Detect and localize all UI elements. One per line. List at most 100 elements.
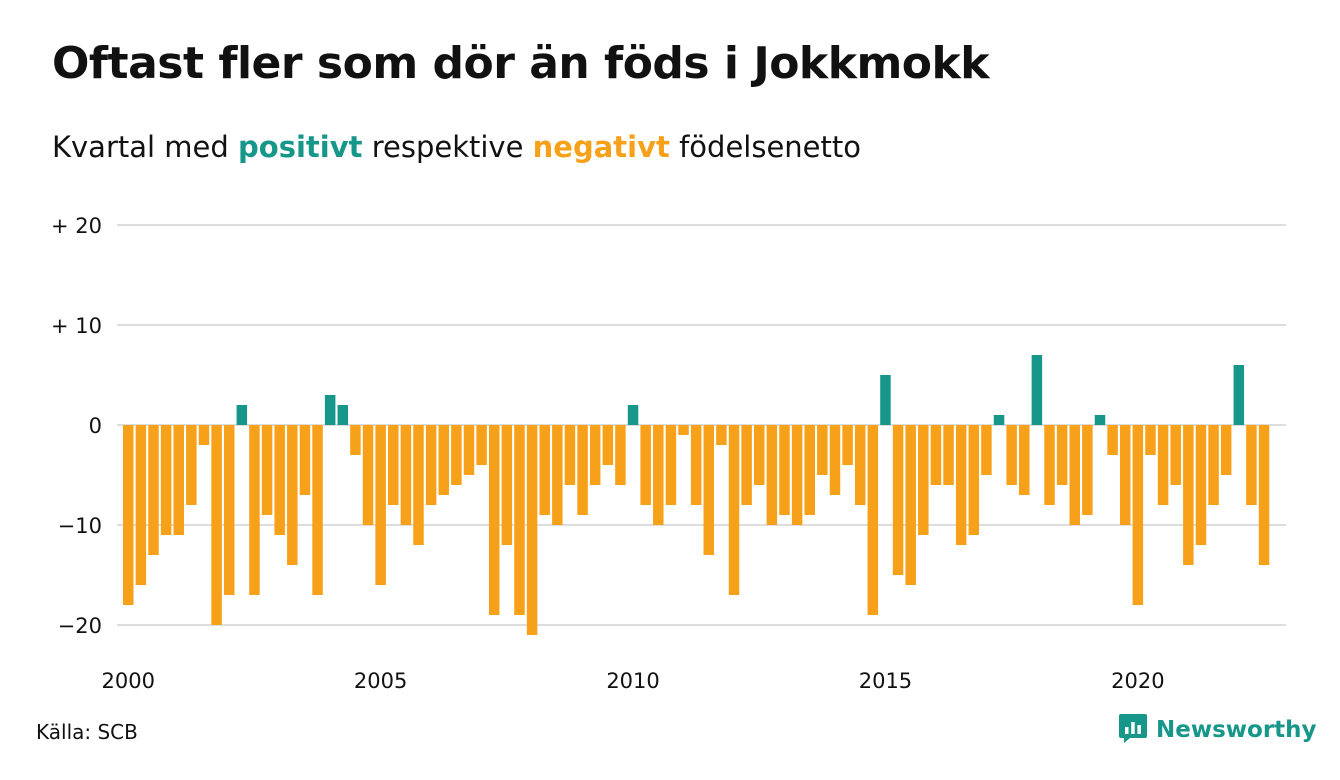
bar [892, 425, 904, 575]
bar [1233, 365, 1245, 425]
bar [312, 425, 323, 595]
bar [186, 425, 197, 505]
bar [1132, 425, 1144, 605]
bar [1069, 425, 1080, 525]
bar [148, 425, 159, 555]
chart-subtitle: Kvartal med positivt respektive negativt… [52, 130, 861, 164]
bar [981, 425, 992, 475]
x-tick-label: 2005 [354, 669, 407, 693]
bar [1145, 425, 1156, 455]
y-tick-label: + 20 [51, 214, 102, 238]
bar [665, 425, 677, 505]
bar [337, 405, 349, 425]
bar [905, 425, 916, 585]
bar [1208, 425, 1219, 505]
bar [1119, 425, 1131, 525]
bar [728, 425, 740, 595]
bar [741, 425, 752, 505]
newsworthy-logo-icon [1118, 712, 1148, 748]
bar [1082, 425, 1093, 515]
bar [274, 425, 285, 535]
bar [552, 425, 563, 525]
subtitle-suffix: födelsenetto [679, 130, 861, 164]
bar [211, 425, 222, 625]
bar [754, 425, 765, 485]
bar [703, 425, 715, 555]
bar [1019, 425, 1030, 495]
bar [602, 425, 614, 465]
subtitle-middle: respektive [371, 130, 524, 164]
bar [1220, 425, 1232, 475]
bar [1157, 425, 1169, 505]
bar [829, 425, 841, 495]
y-tick-label: + 10 [51, 314, 102, 338]
bar [123, 425, 134, 605]
bar [413, 425, 424, 545]
bar [324, 395, 336, 425]
bar [526, 425, 538, 635]
brand-name: Newsworthy [1156, 717, 1317, 743]
bar [955, 425, 967, 545]
bar [577, 425, 588, 515]
bar [564, 425, 576, 485]
bar [653, 425, 664, 525]
subtitle-prefix: Kvartal med [52, 130, 229, 164]
x-tick-label: 2015 [859, 669, 912, 693]
bar [198, 425, 210, 445]
y-tick-label: 0 [89, 414, 102, 438]
bar [842, 425, 853, 465]
bar [918, 425, 929, 535]
y-tick-label: −10 [58, 514, 102, 538]
bar [993, 415, 1005, 425]
subtitle-negative-word: negativt [532, 130, 670, 164]
bar [236, 405, 248, 425]
bar [463, 425, 475, 475]
bar [791, 425, 803, 525]
bar [539, 425, 550, 515]
x-tick-label: 2000 [102, 669, 155, 693]
bar [867, 425, 879, 615]
y-tick-label: −20 [58, 614, 102, 638]
bar [690, 425, 702, 505]
bar [476, 425, 487, 465]
bar [1056, 425, 1068, 485]
bar [1195, 425, 1207, 545]
bar [488, 425, 500, 615]
bar [451, 425, 462, 485]
bar [1258, 425, 1270, 565]
bar [438, 425, 449, 495]
bar [817, 425, 828, 475]
bar [1107, 425, 1118, 455]
bar [223, 425, 235, 595]
x-tick-label: 2020 [1111, 669, 1164, 693]
bar [968, 425, 980, 535]
bar [1170, 425, 1181, 485]
bar [615, 425, 626, 485]
bar [1094, 415, 1106, 425]
bar [1246, 425, 1257, 505]
bar [1006, 425, 1017, 485]
bar [261, 425, 273, 515]
chart-title: Oftast fler som dör än föds i Jokkmokk [52, 38, 990, 89]
bar [375, 425, 386, 585]
bar [1044, 425, 1055, 505]
bar [1031, 355, 1043, 425]
bar [249, 425, 260, 595]
bar [678, 425, 689, 435]
bar [880, 375, 891, 425]
bar [501, 425, 513, 545]
bar [943, 425, 954, 485]
brand-logo: Newsworthy [1118, 712, 1317, 748]
bar [640, 425, 651, 505]
bar [627, 405, 639, 425]
bar [1183, 425, 1194, 565]
bar [160, 425, 172, 535]
bar [930, 425, 942, 485]
x-tick-label: 2010 [606, 669, 659, 693]
bar [854, 425, 866, 505]
bar [287, 425, 298, 565]
bar [173, 425, 184, 535]
bar [766, 425, 778, 525]
bar [135, 425, 147, 585]
